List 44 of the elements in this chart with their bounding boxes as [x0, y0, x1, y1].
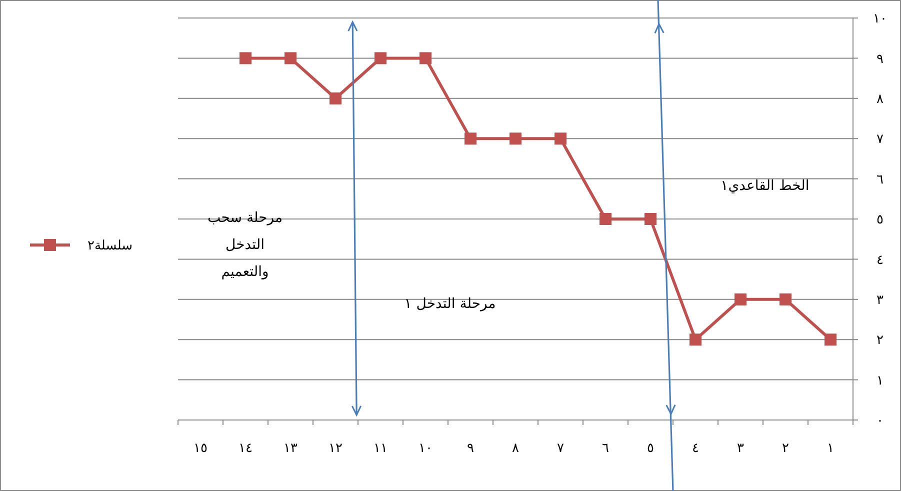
x-tick-label: ٧ — [557, 441, 564, 456]
point — [330, 92, 342, 104]
x-tick-label: ١٥ — [194, 441, 208, 456]
y-tick-label: ١ — [876, 373, 884, 388]
x-tick-label: ١ — [827, 441, 834, 456]
y-tick-label: ٢ — [876, 333, 884, 348]
x-tick-label: ١٣ — [284, 441, 298, 456]
y-tick-label: ٨ — [876, 92, 884, 107]
point — [554, 132, 566, 145]
y-tick-label: ٥ — [876, 212, 884, 228]
x-tick-label: ٥ — [647, 441, 654, 456]
point — [510, 132, 522, 145]
x-tick-label: ٣ — [737, 441, 744, 456]
x-tick-label: ١٤ — [238, 441, 252, 456]
y-tick-label: ٩ — [876, 52, 884, 67]
y-tick-label: ٦ — [876, 172, 884, 188]
x-tick-label: ٤ — [692, 441, 699, 456]
point — [284, 52, 296, 64]
annotation: الخط القاعدي١ — [720, 178, 810, 194]
point — [374, 52, 386, 64]
point — [240, 52, 252, 64]
point — [600, 213, 612, 225]
y-tick-label: ٤ — [876, 252, 884, 268]
annotation: مرحلة التدخل ١ — [404, 296, 496, 312]
point — [780, 293, 792, 306]
point — [824, 334, 836, 346]
legend-label: سلسلة٢ — [87, 238, 133, 254]
point — [420, 52, 432, 64]
x-tick-label: ١٠ — [418, 441, 432, 456]
annotation: مرحلة سحب التدخل والتعميم — [208, 210, 282, 280]
y-tick-label: ٣ — [876, 292, 884, 308]
y-tick-label: ٧ — [876, 132, 884, 148]
y-tick-label: ١٠ — [873, 12, 887, 27]
point — [734, 293, 746, 306]
x-tick-label: ٩ — [467, 441, 474, 456]
point — [464, 132, 476, 145]
x-tick-label: ١٢ — [328, 441, 342, 456]
x-tick-label: ٨ — [512, 441, 520, 456]
point — [644, 213, 656, 225]
point — [690, 334, 702, 346]
x-tick-label: ١١ — [374, 441, 388, 456]
x-tick-label: ٢ — [782, 441, 790, 456]
x-tick-label: ٦ — [602, 441, 610, 456]
y-tick-label: ٠ — [876, 414, 884, 429]
